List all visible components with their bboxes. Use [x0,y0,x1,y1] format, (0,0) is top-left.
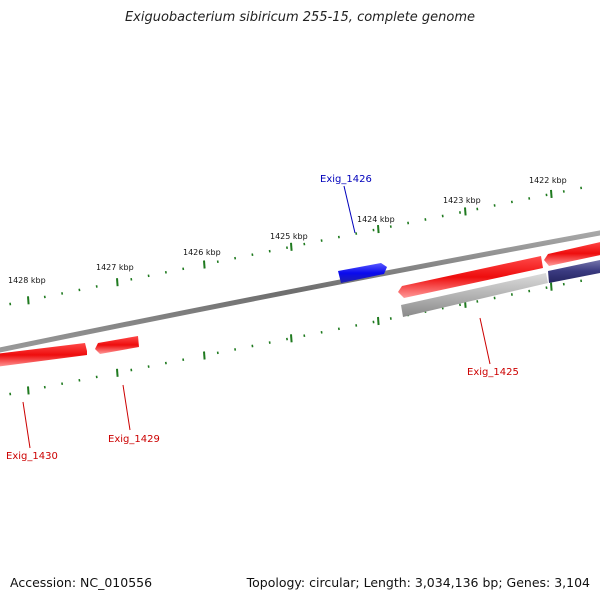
gene-right-red-arrow[interactable] [544,241,600,266]
outer-major-tick [377,225,380,234]
outer-tick-track [9,186,583,306]
gene-grey-reverse-arrow[interactable] [401,273,548,317]
inner-major-tick [203,351,206,360]
leader-exig-1425 [479,317,491,365]
leader-exig-1426 [343,185,356,234]
gene-label-exig-1429[interactable]: Exig_1429 [108,434,160,445]
tick-label: 1427 kbp [96,263,134,272]
outer-major-tick [550,189,553,198]
tick-label: 1422 kbp [529,176,567,185]
tick-labels: 1428 kbp 1427 kbp 1426 kbp 1425 kbp 1424 kbp… [8,176,567,285]
gene-exig-1429-arrow[interactable] [95,336,139,354]
inner-major-tick [27,386,30,395]
inner-major-tick [377,316,380,326]
gene-navy-reverse-arrow[interactable] [548,259,600,283]
tick-label: 1428 kbp [8,276,46,285]
genome-summary-text: Topology: circular; Length: 3,034,136 bp… [246,575,590,590]
gene-exig-1425-arrow[interactable] [398,256,543,298]
inner-major-tick [116,368,119,377]
map-title: Exiguobacterium sibiricum 255-15, comple… [124,10,476,25]
inner-major-tick [290,334,293,343]
gene-exig-1430-arrow[interactable] [0,343,87,367]
outer-major-tick [290,242,293,251]
leader-exig-1429 [122,384,131,431]
accession-text: Accession: NC_010556 [10,575,153,590]
outer-major-tick [27,296,30,305]
tick-label: 1426 kbp [183,248,221,257]
gene-label-exig-1430[interactable]: Exig_1430 [6,451,58,462]
inner-major-tick [550,282,553,291]
genome-backbone [0,230,600,353]
outer-major-tick [203,260,206,269]
outer-major-tick [116,278,119,287]
tick-label: 1423 kbp [443,196,481,205]
gene-exig-1426-arrow[interactable] [338,263,387,283]
outer-major-tick [464,207,467,216]
tick-label: 1424 kbp [357,215,395,224]
leader-exig-1430 [22,401,31,449]
gene-label-exig-1426[interactable]: Exig_1426 [320,174,372,185]
gene-label-exig-1425[interactable]: Exig_1425 [467,367,519,378]
tick-label: 1425 kbp [270,232,308,241]
